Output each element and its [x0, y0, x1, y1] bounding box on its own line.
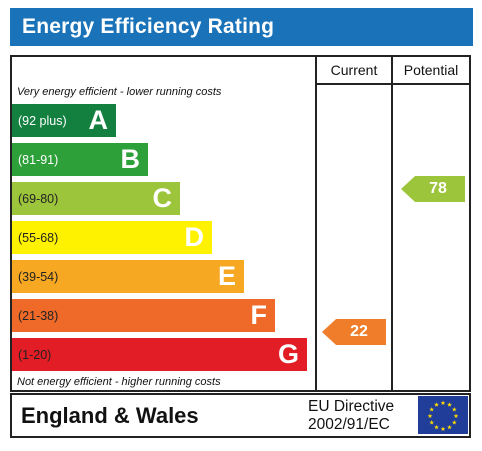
- potential-column-header: Potential: [403, 62, 459, 78]
- band-a-range: (92 plus): [18, 113, 67, 128]
- current-column-divider: [315, 57, 317, 390]
- footer: England & Wales EU Directive 2002/91/EC: [10, 393, 471, 438]
- band-b-range: (81-91): [18, 152, 59, 167]
- directive-line-2: 2002/91/EC: [308, 416, 390, 433]
- title-bar: Energy Efficiency Rating: [10, 8, 473, 46]
- band-e: (39-54) E: [12, 260, 244, 293]
- potential-column-divider: [391, 57, 393, 390]
- footer-directive: EU Directive 2002/91/EC: [308, 398, 394, 434]
- band-g-range: (1-20): [18, 347, 52, 362]
- header-divider: [315, 83, 469, 85]
- current-rating-value: 22: [350, 323, 368, 340]
- band-b-letter: B: [120, 144, 141, 174]
- bottom-note: Not energy efficient - higher running co…: [17, 376, 221, 388]
- band-f: (21-38) F: [12, 299, 275, 332]
- band-c-letter: C: [152, 183, 173, 213]
- page-title: Energy Efficiency Rating: [22, 15, 275, 38]
- band-c: (69-80) C: [12, 182, 180, 215]
- eu-stars-icon: [427, 400, 459, 431]
- band-e-range: (39-54): [18, 269, 59, 284]
- band-a-letter: A: [88, 105, 109, 135]
- band-a: (92 plus) A: [12, 104, 116, 137]
- band-g: (1-20) G: [12, 338, 307, 371]
- band-f-letter: F: [250, 300, 268, 330]
- band-d-letter: D: [184, 222, 205, 252]
- band-g-letter: G: [277, 339, 299, 369]
- band-d-range: (55-68): [18, 230, 59, 245]
- current-rating-arrow: 22: [322, 319, 386, 345]
- potential-rating-value: 78: [429, 180, 447, 197]
- footer-region: England & Wales: [21, 403, 199, 428]
- rating-chart: Current Potential Very energy efficient …: [10, 55, 471, 392]
- band-f-range: (21-38): [18, 308, 59, 323]
- eu-flag-icon: [418, 396, 468, 434]
- band-d: (55-68) D: [12, 221, 212, 254]
- potential-rating-arrow: 78: [401, 176, 465, 202]
- top-note: Very energy efficient - lower running co…: [17, 86, 222, 98]
- directive-line-1: EU Directive: [308, 398, 395, 415]
- current-column-header: Current: [330, 62, 378, 78]
- band-b: (81-91) B: [12, 143, 148, 176]
- band-c-range: (69-80): [18, 191, 59, 206]
- band-e-letter: E: [217, 261, 236, 291]
